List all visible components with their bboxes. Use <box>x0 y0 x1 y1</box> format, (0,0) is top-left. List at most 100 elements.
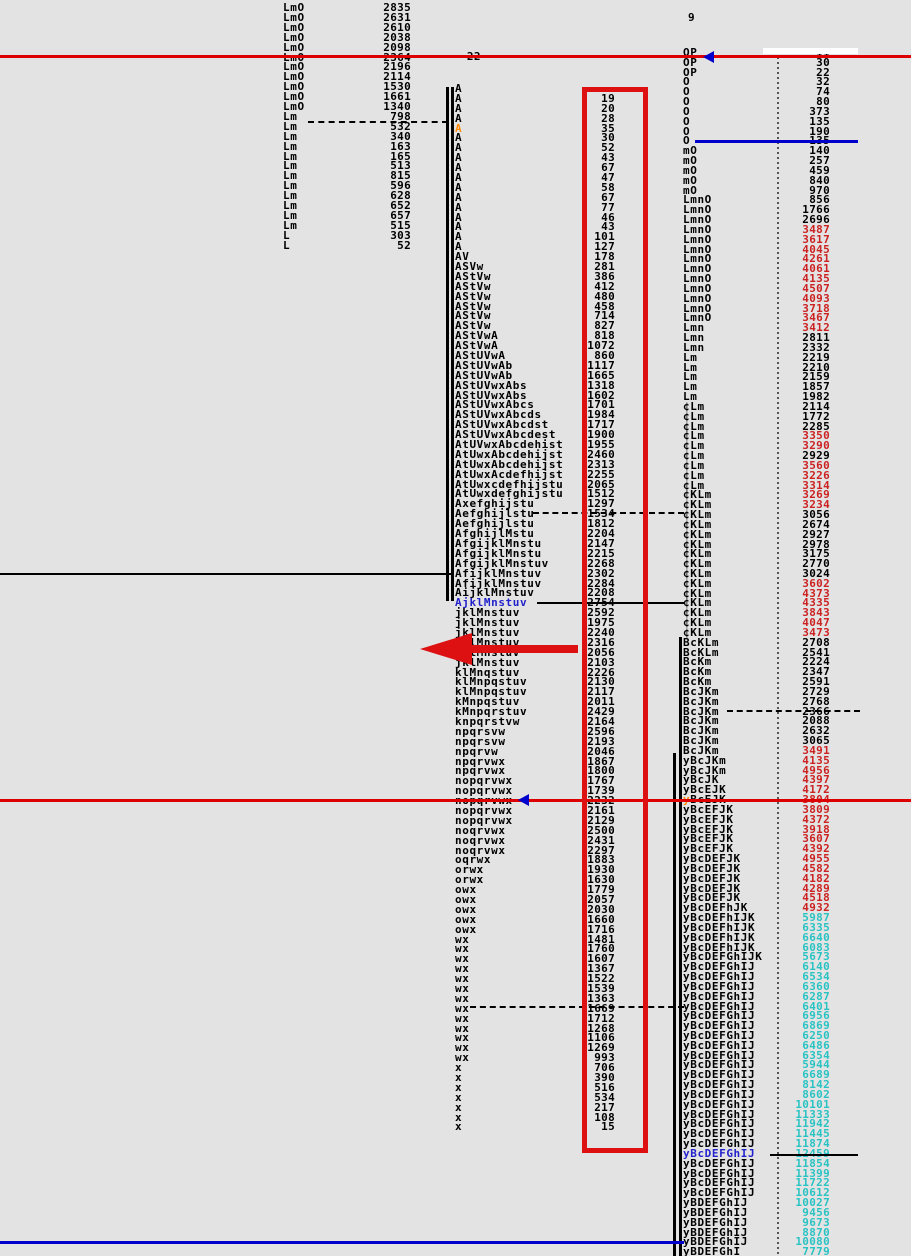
blue-reference-line-top <box>695 140 858 143</box>
volume-value: 4172 <box>802 783 830 797</box>
profile-middle-row: AtUwxdefghijstu 1512 <box>0 487 911 501</box>
volume-value: 1106 <box>587 1031 615 1045</box>
profile-middle-row: AStVw 458 <box>0 301 911 312</box>
volume-value: 1117 <box>587 358 615 372</box>
tpo-letters: LmnO <box>683 222 712 236</box>
volume-value: 1539 <box>587 981 615 995</box>
volume-column-highlight <box>582 87 648 1153</box>
profile-right-row: LmnO 4135 <box>0 273 911 284</box>
profile-middle-row: AStUVwxAbcdest 1900 <box>0 428 911 442</box>
tpo-letters: AStVw <box>455 309 492 323</box>
volume-value: 2038 <box>383 30 411 44</box>
red-arrow-annotation-bar <box>470 645 578 653</box>
volume-value: 135 <box>809 114 830 128</box>
volume-value: 1661 <box>383 90 411 104</box>
profile-right-row: yBcEFJK 4372 <box>0 814 911 825</box>
tpo-letters: ¢KLm <box>683 625 712 639</box>
volume-value: 10027 <box>795 1196 830 1210</box>
tpo-letters: BcJKm <box>683 694 720 708</box>
volume-value: 217 <box>594 1100 615 1114</box>
volume-value: 856 <box>809 193 830 207</box>
value-area-divider <box>777 57 779 1256</box>
volume-value: 2541 <box>802 645 830 659</box>
profile-right-row: yBcDEFGhIJ 6287 <box>0 991 911 1002</box>
tpo-letters: L <box>283 228 291 242</box>
volume-value: 1072 <box>587 339 615 353</box>
volume-value: 2297 <box>587 843 615 857</box>
profile-right-row: yBcDEFhIJK 6335 <box>0 922 911 933</box>
profile-right-row: BcJKm 2088 <box>0 715 911 726</box>
volume-value: 127 <box>594 240 615 254</box>
tpo-letters: npqrsvw <box>455 734 506 748</box>
current-price-highlight <box>763 48 858 54</box>
profile-middle-row: orwx 1630 <box>0 874 911 885</box>
tpo-letters: Lm <box>683 380 698 394</box>
volume-value: 3809 <box>802 802 830 816</box>
volume-value: 3350 <box>802 429 830 443</box>
tpo-letters: AV <box>455 250 470 264</box>
profile-middle-row: AStUVwxAbcdst 1717 <box>0 419 911 430</box>
volume-value: 11445 <box>795 1127 830 1141</box>
profile-right-row: ¢Lm 2929 <box>0 450 911 461</box>
volume-value: 2592 <box>587 606 615 620</box>
profile-middle-row: npqrvwx 1867 <box>0 756 911 767</box>
volume-value: 2674 <box>802 517 830 531</box>
tpo-letters: yBcDEFGhIJ <box>683 1156 756 1170</box>
tpo-letters: yBcDEFGhIJ <box>683 1166 756 1180</box>
volume-value: 32 <box>816 75 830 89</box>
tpo-letters: AStUVwxAbcdest <box>455 428 557 442</box>
profile-right-row: yBcEJK 4172 <box>0 783 911 797</box>
profile-right-row: yBcDEFGhIJ 10612 <box>0 1187 911 1198</box>
profile-middle-row: nopqrvwx 1739 <box>0 785 911 796</box>
profile-middle-row: AtUwxAcdefhijst 2255 <box>0 469 911 480</box>
tpo-letters: Lm <box>283 199 298 212</box>
profile-right-row: LmnO 4093 <box>0 293 911 304</box>
profile-middle-row: Aefghijlstu 1812 <box>0 518 911 529</box>
volume-value: 4061 <box>802 262 830 276</box>
tpo-letters: oqrwx <box>455 853 492 867</box>
tpo-letters: yBcJKm <box>683 763 727 777</box>
profile-middle-row: A 127 <box>0 240 911 254</box>
volume-value: 2596 <box>587 724 615 738</box>
volume-value: 1512 <box>587 487 615 501</box>
profile-right-row: ¢Lm 3560 <box>0 458 911 472</box>
tpo-letters: jklMnstuv <box>455 625 521 639</box>
profile-middle-row: npqrsvw 2596 <box>0 724 911 738</box>
tpo-letters: AtUVwxAbcdehist <box>455 438 564 452</box>
tpo-letters: AStUVwxAbs <box>455 378 528 392</box>
tpo-letters: ¢Lm <box>683 458 705 472</box>
tpo-letters: ¢Lm <box>683 419 705 433</box>
tpo-letters: yBDEFGhIJ <box>683 1225 749 1239</box>
profile-left-row: Lm 596 <box>0 179 911 193</box>
volume-value: 6083 <box>802 940 830 954</box>
tpo-letters: owx <box>455 883 477 897</box>
volume-value: 2030 <box>587 902 615 916</box>
profile-middle-row: wx 1269 <box>0 1042 911 1053</box>
profile-right-row: yBDEFGhIJ 10027 <box>0 1196 911 1210</box>
volume-value: 3226 <box>802 468 830 482</box>
profile-middle-row: klMnpqstuv 2130 <box>0 676 911 687</box>
profile-right-row: BcKLm 2708 <box>0 637 911 648</box>
volume-value: 1779 <box>587 883 615 897</box>
volume-value: 2103 <box>587 655 615 669</box>
tpo-letters: ¢KLm <box>683 596 712 610</box>
tpo-letters: Lmn <box>683 321 705 335</box>
tpo-letters: wx <box>455 991 470 1005</box>
volume-value: 2208 <box>587 586 615 600</box>
tpo-letters: kMnpqrstuv <box>455 705 528 719</box>
tpo-letters: yBcDEFGhIJ <box>683 1127 756 1141</box>
volume-value: 2332 <box>802 340 830 354</box>
volume-value: 596 <box>390 179 411 193</box>
tpo-letters: nopqrvwx <box>455 774 513 788</box>
volume-value: 2210 <box>802 360 830 374</box>
tpo-letters: AStVw <box>455 269 492 283</box>
profile-right-row: yBcDEFGhIJ 6689 <box>0 1069 911 1080</box>
volume-value: 2161 <box>587 803 615 817</box>
profile-right-row: yBcDEFGhIJ 6956 <box>0 1010 911 1021</box>
tpo-letters: ¢KLm <box>683 566 712 580</box>
tpo-letters: A <box>455 131 463 145</box>
profile-right-row: yBDEFGhIJ 10080 <box>0 1236 911 1247</box>
tpo-letters: yBcDEFGhIJ <box>683 1029 756 1042</box>
tpo-letters: jklMnstuv <box>455 616 521 630</box>
